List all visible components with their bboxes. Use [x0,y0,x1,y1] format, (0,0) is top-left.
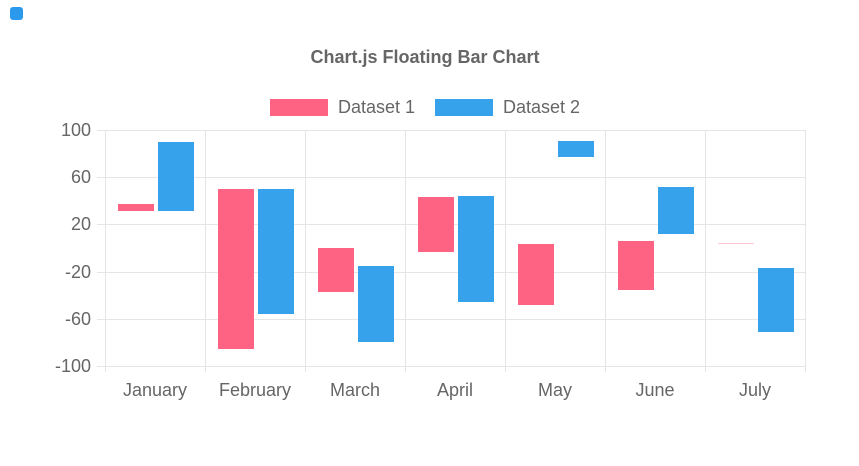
bar-dataset1-june[interactable] [618,240,654,291]
bar-dataset2-january[interactable] [158,141,194,212]
bar-dataset2-february[interactable] [258,189,294,315]
blue-square-icon [10,7,23,20]
bar-dataset1-may[interactable] [518,244,554,305]
legend-label-dataset-1: Dataset 1 [337,97,415,117]
y-gridline--60 [97,318,805,320]
bar-dataset2-july[interactable] [758,268,794,332]
chart-legend: Dataset 1 Dataset 2 [0,97,850,117]
y-gridline--20 [97,271,805,273]
y-tick-label--100: -100 [54,356,91,376]
x-gridline-3 [405,130,406,372]
x-gridline-6 [705,130,706,372]
bar-dataset2-march[interactable] [358,265,394,343]
x-gridline-1 [205,130,206,372]
x-tick-label-march: March [329,380,380,400]
bar-dataset1-july[interactable] [718,243,754,245]
x-tick-label-january: January [122,380,188,400]
x-tick-label-june: June [635,380,675,400]
bar-dataset2-june[interactable] [658,186,694,234]
y-tick-label-100: 100 [60,120,91,140]
y-tick-label--20: -20 [64,261,91,282]
legend-item-dataset-2[interactable]: Dataset 2 [435,97,581,117]
x-gridline-0 [105,130,106,372]
x-gridline-2 [305,130,306,372]
bar-dataset1-march[interactable] [318,248,354,292]
x-gridline-5 [605,130,606,372]
legend-swatch-dataset-2 [435,99,493,116]
chart-title: Chart.js Floating Bar Chart [310,47,540,67]
legend-swatch-dataset-1 [269,99,328,116]
bar-dataset2-april[interactable] [458,196,494,303]
y-gridline-60 [97,177,805,179]
x-tick-label-february: February [218,380,292,400]
y-tick-label-20: 20 [70,214,91,235]
y-gridline-100 [97,130,805,131]
y-tick-label--60: -60 [64,308,91,329]
x-gridline-4 [505,130,506,372]
y-gridline--100 [97,366,805,367]
bar-dataset1-february[interactable] [218,189,254,350]
legend-label-dataset-2: Dataset 2 [503,97,581,117]
x-gridline-7 [805,130,806,372]
plot-area: 100 60 20 -20 -60 -100 January February March Apr… [55,120,806,400]
y-tick-label-60: 60 [70,167,91,188]
bar-dataset2-may[interactable] [558,140,594,158]
x-tick-label-july: July [738,380,771,400]
x-tick-label-april: April [436,380,473,400]
bar-dataset1-january[interactable] [118,204,154,212]
legend-item-dataset-1[interactable]: Dataset 1 [269,97,415,117]
x-tick-label-may: May [537,380,572,400]
bar-dataset1-april[interactable] [418,197,454,252]
